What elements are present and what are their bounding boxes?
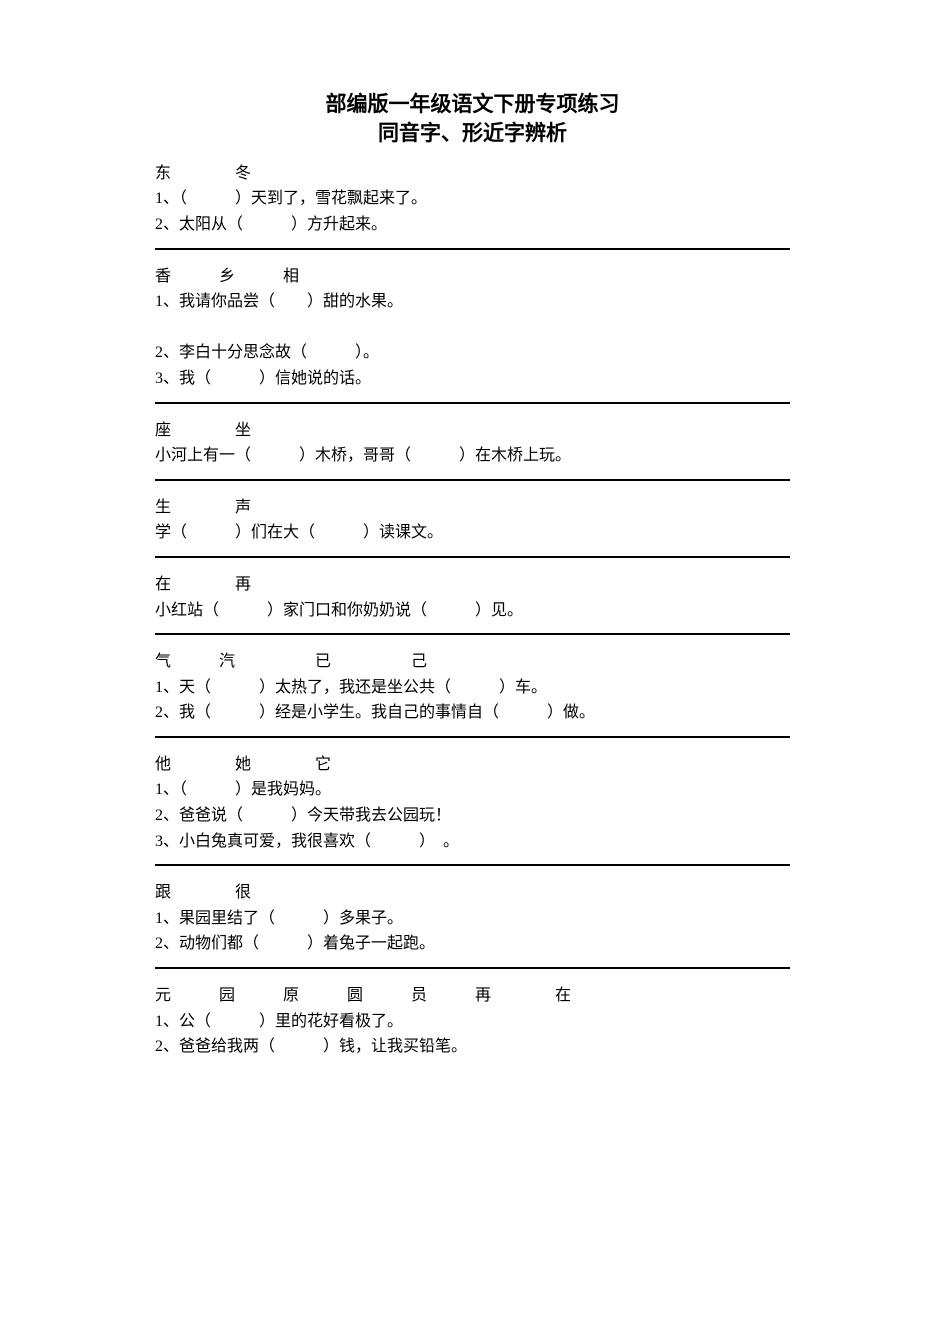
exercise-section: 生 声学（ ）们在大（ ）读课文。 <box>155 495 790 546</box>
exercise-line: 1、天（ ）太热了，我还是坐公共（ ）车。 <box>155 675 790 701</box>
character-options: 元 园 原 圆 员 再 在 <box>155 983 790 1009</box>
exercise-section: 他 她 它1、（ ）是我妈妈。2、爸爸说（ ）今天带我去公园玩！3、小白兔真可爱… <box>155 752 790 854</box>
exercise-line: 1、我请你品尝（ ）甜的水果。 <box>155 289 790 315</box>
exercise-line: 1、果园里结了（ ）多果子。 <box>155 906 790 932</box>
exercise-line: 1、（ ）天到了，雪花飘起来了。 <box>155 186 790 212</box>
character-options: 他 她 它 <box>155 752 790 778</box>
character-options: 生 声 <box>155 495 790 521</box>
exercise-section: 气 汽 已 己1、天（ ）太热了，我还是坐公共（ ）车。2、我（ ）经是小学生。… <box>155 649 790 726</box>
exercise-section: 东 冬1、（ ）天到了，雪花飘起来了。2、太阳从（ ）方升起来。 <box>155 161 790 238</box>
exercise-section: 在 再小红站（ ）家门口和你奶奶说（ ）见。 <box>155 572 790 623</box>
section-divider <box>155 248 790 250</box>
exercise-line: 3、小白兔真可爱，我很喜欢（ ） 。 <box>155 829 790 855</box>
exercise-line: 2、爸爸给我两（ ）钱，让我买铅笔。 <box>155 1034 790 1060</box>
exercise-line: 小红站（ ）家门口和你奶奶说（ ）见。 <box>155 598 790 624</box>
exercise-line: 1、公（ ）里的花好看极了。 <box>155 1009 790 1035</box>
exercise-line: 2、李白十分思念故（ ）。 <box>155 340 790 366</box>
document-title: 部编版一年级语文下册专项练习 同音字、形近字辨析 <box>155 90 790 149</box>
character-options: 跟 很 <box>155 880 790 906</box>
section-divider <box>155 736 790 738</box>
character-options: 气 汽 已 己 <box>155 649 790 675</box>
exercise-section: 香 乡 相1、我请你品尝（ ）甜的水果。 2、李白十分思念故（ ）。3、我（ ）… <box>155 264 790 392</box>
exercise-line <box>155 315 790 341</box>
section-divider <box>155 633 790 635</box>
character-options: 香 乡 相 <box>155 264 790 290</box>
exercise-line: 2、太阳从（ ）方升起来。 <box>155 212 790 238</box>
exercise-line: 1、（ ）是我妈妈。 <box>155 777 790 803</box>
character-options: 在 再 <box>155 572 790 598</box>
exercise-line: 学（ ）们在大（ ）读课文。 <box>155 520 790 546</box>
exercise-line: 2、动物们都（ ）着兔子一起跑。 <box>155 931 790 957</box>
title-line-1: 部编版一年级语文下册专项练习 <box>155 90 790 119</box>
exercise-line: 2、爸爸说（ ）今天带我去公园玩！ <box>155 803 790 829</box>
exercise-section: 跟 很1、果园里结了（ ）多果子。2、动物们都（ ）着兔子一起跑。 <box>155 880 790 957</box>
exercise-line: 小河上有一（ ）木桥，哥哥（ ）在木桥上玩。 <box>155 443 790 469</box>
section-divider <box>155 967 790 969</box>
exercise-section: 座 坐小河上有一（ ）木桥，哥哥（ ）在木桥上玩。 <box>155 418 790 469</box>
section-divider <box>155 864 790 866</box>
section-divider <box>155 402 790 404</box>
character-options: 东 冬 <box>155 161 790 187</box>
exercise-section: 元 园 原 圆 员 再 在1、公（ ）里的花好看极了。2、爸爸给我两（ ）钱，让… <box>155 983 790 1060</box>
title-line-2: 同音字、形近字辨析 <box>155 119 790 148</box>
sections-container: 东 冬1、（ ）天到了，雪花飘起来了。2、太阳从（ ）方升起来。香 乡 相1、我… <box>155 161 790 1060</box>
exercise-line: 2、我（ ）经是小学生。我自己的事情自（ ）做。 <box>155 700 790 726</box>
section-divider <box>155 556 790 558</box>
exercise-line: 3、我（ ）信她说的话。 <box>155 366 790 392</box>
section-divider <box>155 479 790 481</box>
character-options: 座 坐 <box>155 418 790 444</box>
